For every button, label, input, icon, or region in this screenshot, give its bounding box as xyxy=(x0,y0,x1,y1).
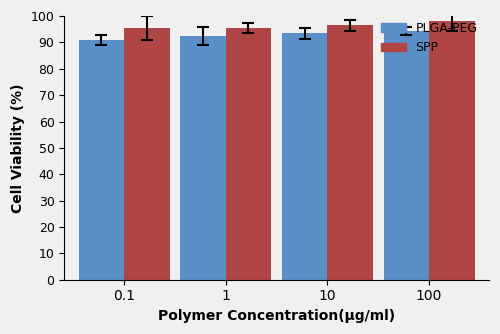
X-axis label: Polymer Concentration(µg/ml): Polymer Concentration(µg/ml) xyxy=(158,309,395,323)
Bar xyxy=(124,28,170,280)
Y-axis label: Cell Viability (%): Cell Viability (%) xyxy=(11,83,25,213)
Bar xyxy=(429,21,474,280)
Bar xyxy=(384,31,429,280)
Bar xyxy=(78,40,124,280)
Bar xyxy=(226,28,271,280)
Bar xyxy=(282,33,328,280)
Bar xyxy=(180,36,226,280)
Legend: PLGA-PEG, SPP: PLGA-PEG, SPP xyxy=(376,17,482,59)
Bar xyxy=(328,25,373,280)
